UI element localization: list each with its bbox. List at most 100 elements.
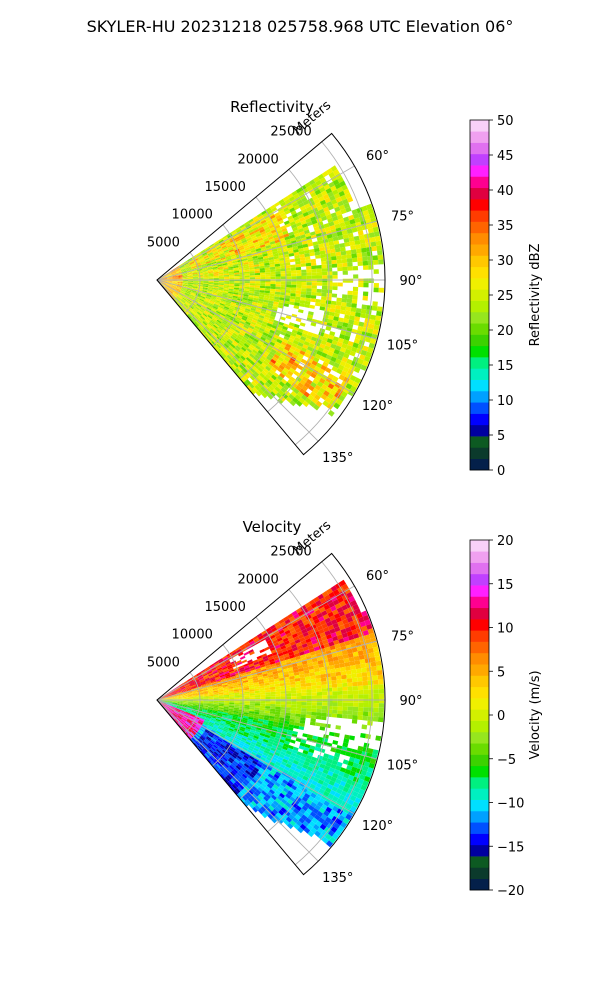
radar-cell bbox=[325, 256, 332, 261]
radar-cell bbox=[371, 222, 378, 228]
radar-cell bbox=[316, 705, 323, 710]
radar-cell bbox=[212, 251, 219, 255]
radar-cell bbox=[326, 293, 332, 298]
radar-cell bbox=[311, 756, 318, 762]
radar-cell bbox=[166, 275, 172, 277]
radar-cell bbox=[190, 293, 196, 296]
radar-cell bbox=[316, 681, 322, 686]
colorbar-swatch bbox=[470, 402, 489, 414]
radar-cell bbox=[333, 193, 341, 199]
radar-cell bbox=[311, 272, 317, 276]
radar-cell bbox=[250, 762, 257, 768]
radar-cell bbox=[209, 676, 215, 680]
radar-cell bbox=[184, 729, 189, 735]
radar-cell bbox=[208, 277, 214, 279]
radar-cell bbox=[224, 700, 230, 703]
radar-cell bbox=[327, 409, 335, 417]
radar-cell bbox=[269, 686, 276, 690]
radar-cell bbox=[206, 713, 212, 716]
radar-cell bbox=[203, 747, 208, 753]
radar-cell bbox=[214, 764, 220, 770]
radar-cell bbox=[228, 667, 234, 671]
radar-cell bbox=[306, 206, 313, 212]
radar-cell bbox=[167, 698, 173, 700]
radar-cell bbox=[360, 243, 367, 249]
radar-cell bbox=[228, 749, 234, 755]
radar-cell bbox=[235, 646, 241, 652]
radar-cell bbox=[206, 685, 213, 688]
radar-cell bbox=[295, 710, 302, 715]
radar-cell bbox=[340, 391, 348, 398]
radar-cell bbox=[263, 717, 270, 721]
radar-cell bbox=[251, 305, 257, 310]
radar-cell bbox=[249, 687, 255, 690]
radar-cell bbox=[191, 730, 197, 735]
radar-cell bbox=[191, 710, 197, 713]
radar-cell bbox=[249, 729, 256, 734]
radar-cell bbox=[231, 350, 237, 356]
radar-cell bbox=[192, 691, 198, 693]
radar-cell bbox=[228, 329, 234, 335]
radar-cell bbox=[305, 679, 311, 684]
radar-cell bbox=[242, 360, 248, 367]
radar-cell bbox=[321, 289, 328, 294]
radar-cell bbox=[185, 712, 191, 716]
radar-cell bbox=[209, 301, 215, 305]
radar-cell bbox=[291, 276, 297, 280]
radar-cell bbox=[223, 748, 229, 753]
radar-cell bbox=[193, 728, 198, 733]
radar-cell bbox=[290, 765, 297, 771]
radar-cell bbox=[293, 624, 300, 631]
radar-cell bbox=[193, 257, 198, 261]
radar-cell bbox=[177, 701, 183, 702]
radar-cell bbox=[243, 245, 250, 249]
radar-cell bbox=[220, 353, 225, 360]
radar-cell bbox=[231, 744, 237, 750]
radar-cell bbox=[277, 249, 283, 254]
radar-cell bbox=[230, 301, 237, 305]
radar-cell bbox=[288, 337, 295, 343]
radar-cell bbox=[374, 320, 381, 326]
radar-cell bbox=[260, 697, 266, 700]
radar-cell bbox=[224, 696, 230, 699]
radar-cell bbox=[186, 308, 192, 313]
radar-cell bbox=[260, 701, 266, 704]
radar-cell bbox=[301, 699, 307, 703]
radar-cell bbox=[205, 717, 211, 721]
radar-cell bbox=[224, 278, 230, 280]
radar-cell bbox=[195, 724, 201, 729]
radar-cell bbox=[240, 225, 247, 231]
radar-cell bbox=[239, 701, 245, 704]
radar-cell bbox=[307, 331, 314, 337]
radar-cell bbox=[244, 267, 250, 271]
radar-cell bbox=[332, 169, 340, 176]
radar-cell bbox=[337, 321, 344, 327]
radar-cell bbox=[222, 714, 228, 718]
radar-cell bbox=[268, 805, 275, 812]
radar-cell bbox=[199, 736, 205, 742]
radar-cell bbox=[181, 708, 187, 712]
radar-cell bbox=[161, 701, 167, 704]
radar-cell bbox=[190, 265, 196, 268]
radar-cell bbox=[204, 299, 210, 303]
radar-cell bbox=[265, 283, 271, 287]
radar-cell bbox=[165, 706, 170, 710]
radar-cell bbox=[216, 739, 222, 744]
radar-cell bbox=[184, 263, 190, 266]
radar-cell bbox=[265, 365, 271, 372]
radar-cell bbox=[166, 704, 171, 708]
radar-cell bbox=[172, 276, 178, 278]
radar-cell bbox=[222, 728, 228, 733]
colorbar-swatch bbox=[470, 255, 489, 268]
radar-cell bbox=[291, 382, 298, 389]
radar-cell bbox=[172, 701, 178, 703]
radar-cell bbox=[272, 364, 279, 370]
radar-cell bbox=[300, 358, 307, 365]
radar-cell bbox=[187, 704, 193, 706]
radar-cell bbox=[245, 726, 252, 730]
radar-cell bbox=[257, 808, 264, 815]
radar-cell bbox=[168, 290, 173, 294]
radar-cell bbox=[177, 284, 183, 286]
radar-cell bbox=[262, 384, 269, 390]
radar-cell bbox=[305, 638, 312, 644]
